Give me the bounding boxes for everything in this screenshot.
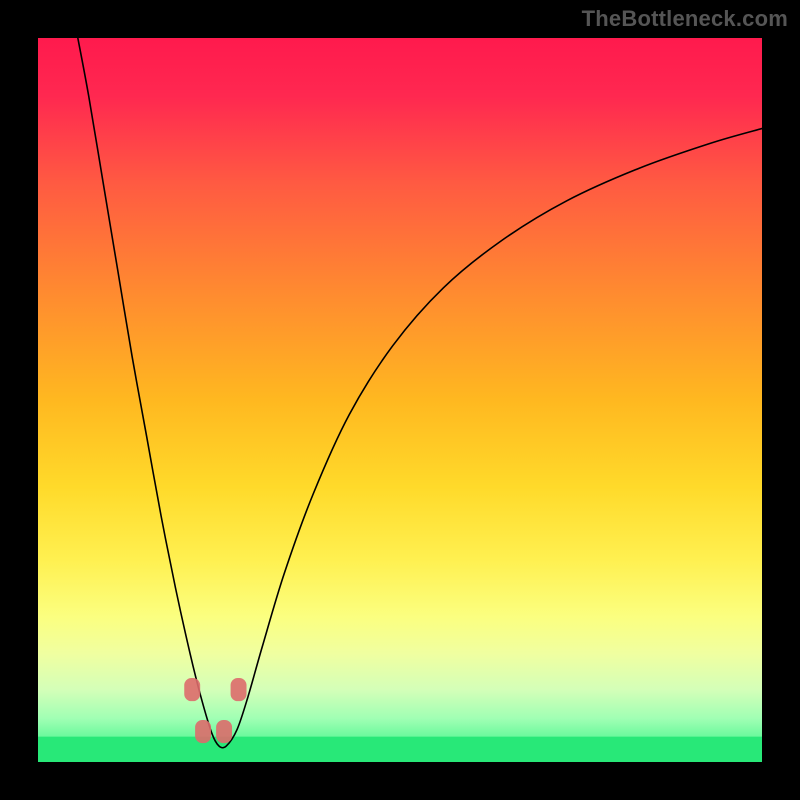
green-band	[38, 737, 762, 762]
marker-point	[195, 720, 211, 743]
plot-area	[38, 38, 762, 762]
watermark-text: TheBottleneck.com	[582, 6, 788, 32]
chart-container: TheBottleneck.com	[0, 0, 800, 800]
marker-point	[184, 678, 200, 701]
bottleneck-chart	[38, 38, 762, 762]
marker-point	[231, 678, 247, 701]
marker-point	[216, 720, 232, 743]
gradient-background	[38, 38, 762, 762]
